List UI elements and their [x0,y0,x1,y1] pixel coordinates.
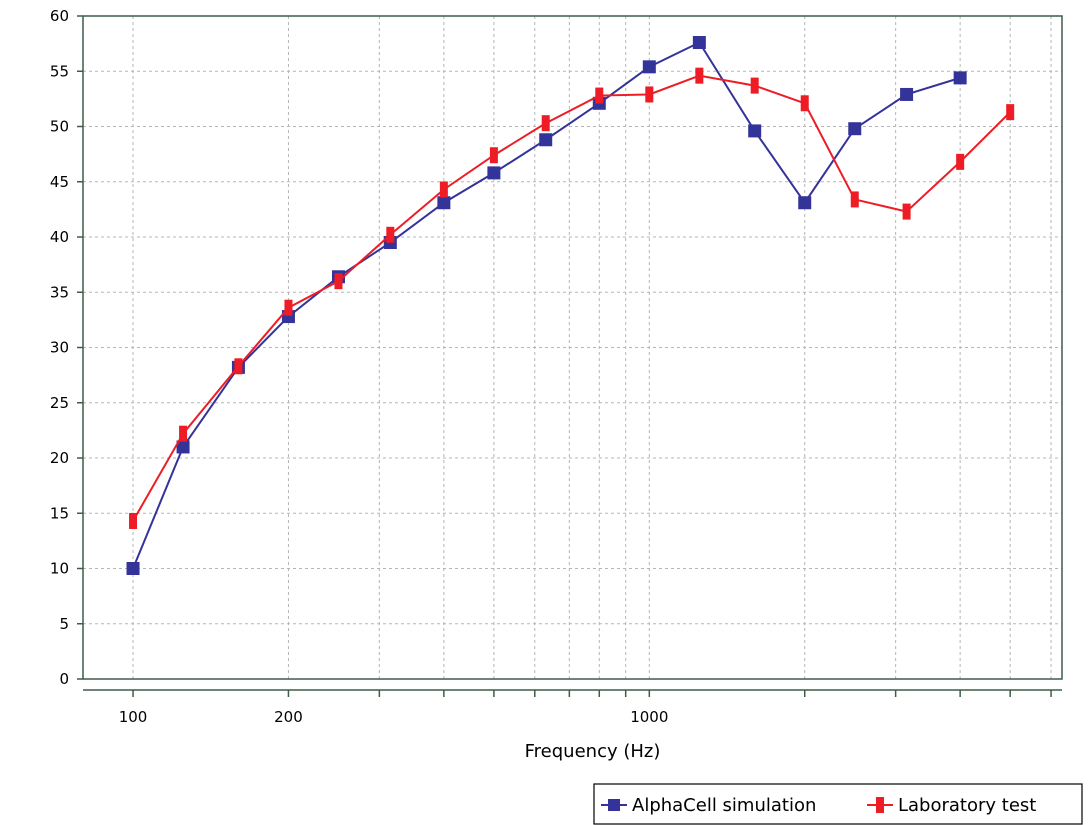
y-tick-label: 25 [50,394,69,412]
data-point [748,124,762,138]
legend-box [593,783,1083,825]
y-tick-label: 35 [50,283,69,301]
data-point [642,60,656,74]
data-point [750,77,759,94]
y-axis: 0 5 10 15 20 25 30 35 40 45 50 55 60 [50,7,83,688]
series-laboratory [129,67,1015,529]
y-tick-label: 20 [50,449,69,467]
data-point [386,226,395,243]
y-tick-label: 40 [50,228,69,246]
data-point [798,196,812,210]
y-tick-label: 30 [50,339,69,357]
data-point [645,86,654,103]
data-point [176,440,190,454]
series-line [132,74,1011,522]
y-tick-label: 0 [59,670,69,688]
y-tick-label: 45 [50,173,69,191]
legend-marker-laboratory [876,797,884,813]
series-layer [126,36,1015,575]
series-simulation [126,36,967,575]
x-tick-label: 1000 [630,708,668,726]
data-point [439,181,448,198]
data-point [902,203,911,220]
y-tick-label: 50 [50,118,69,136]
legend-marker-simulation [608,799,620,811]
x-tick-label: 200 [274,708,303,726]
data-point [850,191,859,208]
data-point [692,36,706,50]
x-axis: 100 200 1000 [83,689,1062,726]
data-point [848,122,862,136]
data-point [437,196,451,210]
data-point [800,95,809,112]
data-point [539,133,553,147]
y-tick-label: 5 [59,615,69,633]
y-tick-label: 15 [50,504,69,522]
legend-label-simulation: AlphaCell simulation [632,795,816,816]
data-point [541,115,550,132]
data-point [234,358,243,375]
y-tick-label: 10 [50,560,69,578]
legend-label-laboratory: Laboratory test [898,795,1036,816]
data-point [284,299,293,316]
data-point [487,166,501,180]
data-point [956,153,965,170]
legend: AlphaCell simulation Laboratory test [593,783,1083,825]
x-axis-title: Frequency (Hz) [525,741,661,762]
data-point [334,273,343,290]
grid [83,16,1062,679]
data-point [953,71,967,85]
x-tick-label: 100 [119,708,148,726]
y-tick-label: 60 [50,7,69,25]
data-point [126,562,140,575]
data-point [695,67,704,84]
data-point [489,147,498,164]
data-point [595,87,604,104]
data-point [179,425,188,442]
data-point [129,512,138,529]
data-point [900,87,914,101]
data-point [1006,104,1015,121]
y-tick-label: 55 [50,62,69,80]
